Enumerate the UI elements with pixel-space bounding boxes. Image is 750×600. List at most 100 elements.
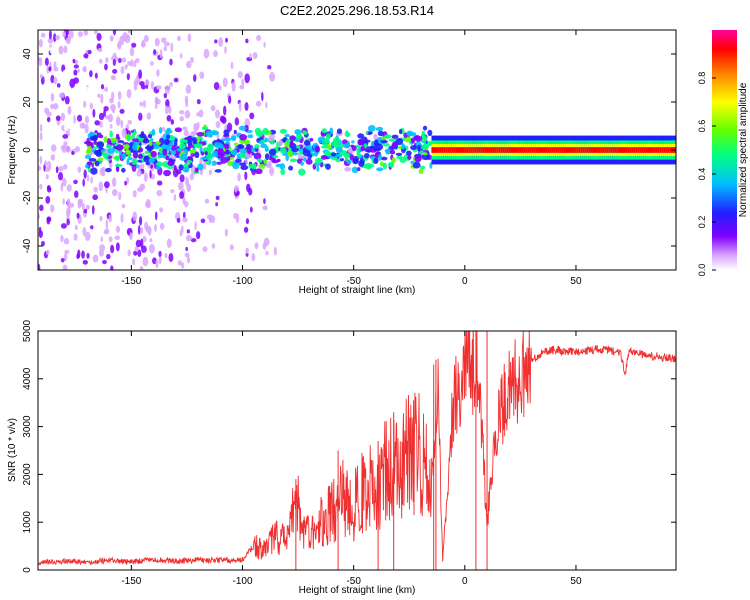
colorbar: 0.0 0.2 0.4 0.6 0.8 Normalized spectral ampl…: [697, 30, 749, 276]
noise-speckle: [173, 193, 177, 202]
noise-speckle: [77, 249, 81, 259]
echo-blob: [173, 165, 177, 171]
noise-speckle: [93, 30, 98, 35]
echo-blob: [127, 156, 133, 161]
noise-speckle: [38, 57, 42, 62]
noise-speckle: [256, 34, 262, 42]
echo-band-segment: [527, 147, 530, 153]
echo-blob: [421, 130, 426, 138]
echo-blob: [330, 152, 337, 157]
echo-blob: [357, 139, 365, 146]
echo-band-segment: [457, 147, 461, 153]
echo-band-segment: [645, 147, 649, 153]
noise-speckle: [92, 108, 96, 118]
echo-blob: [399, 157, 407, 163]
echo-blob: [200, 151, 205, 156]
noise-speckle: [261, 91, 264, 102]
noise-speckle: [58, 45, 64, 55]
snr-series: [38, 331, 676, 570]
echo-blob: [93, 149, 101, 156]
echo-band-segment: [663, 147, 667, 153]
noise-speckle: [134, 245, 139, 252]
noise-speckle: [73, 115, 76, 124]
noise-speckle: [60, 257, 65, 263]
noise-speckle: [184, 110, 191, 119]
noise-speckle: [82, 66, 87, 73]
noise-speckle: [137, 224, 141, 235]
noise-speckle: [39, 123, 43, 133]
echo-blob: [197, 163, 204, 171]
noise-speckle: [155, 259, 159, 269]
noise-speckle: [127, 249, 131, 257]
noise-speckle: [44, 167, 51, 172]
echo-blob: [226, 149, 230, 154]
echo-band-segment: [490, 147, 494, 153]
echo-blob: [330, 140, 339, 147]
x-tick-label: -100: [233, 576, 253, 587]
echo-blob: [303, 157, 307, 162]
noise-speckle: [63, 45, 68, 54]
echo-band-segment: [478, 147, 481, 153]
noise-speckle: [62, 264, 68, 270]
echo-band-segment: [459, 147, 463, 153]
snr-y-ticks: 0 1000 2000 3000 4000 5000: [22, 319, 676, 573]
noise-speckle: [132, 190, 137, 198]
noise-speckle: [98, 112, 105, 121]
echo-band-segment: [549, 147, 553, 153]
echo-blob: [224, 143, 230, 150]
echo-blob: [178, 164, 185, 171]
noise-speckle: [87, 49, 92, 55]
noise-speckle: [54, 52, 60, 61]
echo-blob: [265, 163, 272, 168]
echo-band-segment: [643, 147, 647, 153]
noise-speckle: [115, 225, 121, 233]
noise-speckle: [74, 190, 79, 199]
noise-speckle: [115, 116, 121, 127]
noise-speckle: [58, 92, 65, 99]
echo-blob: [162, 148, 168, 156]
y-tick-label: 1000: [22, 511, 33, 534]
echo-blob: [179, 142, 186, 150]
noise-speckle: [213, 50, 218, 58]
chart-title: C2E2.2025.296.18.53.R14: [280, 3, 434, 18]
noise-speckle: [179, 110, 185, 115]
noise-speckle: [45, 196, 51, 204]
noise-speckle: [50, 103, 55, 110]
echo-blob: [143, 155, 150, 163]
echo-blob: [151, 128, 156, 136]
echo-blob: [211, 160, 217, 166]
echo-blob: [247, 134, 254, 139]
echo-blob: [157, 161, 164, 167]
noise-speckle: [74, 224, 78, 231]
echo-blob: [305, 158, 313, 165]
noise-speckle: [146, 112, 152, 120]
noise-speckle: [77, 68, 81, 73]
noise-speckle: [154, 223, 157, 232]
spectrogram-x-ticks: -150 -100 -50 0 50: [121, 30, 582, 287]
echo-blob: [388, 138, 397, 142]
echo-blob: [291, 147, 300, 153]
echo-band-segment: [586, 147, 589, 153]
echo-blob: [314, 157, 323, 164]
echo-band-segment: [565, 147, 569, 153]
echo-blob: [385, 149, 391, 155]
noise-speckle: [105, 57, 109, 63]
echo-band-segment: [653, 147, 657, 153]
noise-speckle: [64, 249, 70, 255]
noise-speckle: [168, 266, 172, 270]
x-tick-label: -50: [346, 576, 361, 587]
echo-band-segment: [580, 147, 583, 153]
y-tick-label: 2000: [22, 463, 33, 486]
echo-blob: [93, 146, 98, 150]
echo-blob: [262, 127, 269, 135]
echo-blob: [398, 128, 403, 135]
echo-band-segment: [600, 147, 604, 153]
echo-blob: [131, 134, 136, 140]
noise-speckle: [62, 198, 65, 205]
noise-speckle: [76, 114, 83, 122]
echo-blob: [255, 130, 264, 137]
noise-speckle: [132, 211, 138, 222]
x-tick-label: 0: [462, 276, 468, 287]
spectrogram-x-axis-label: Height of straight line (km): [299, 285, 416, 296]
echo-blob: [233, 129, 237, 135]
